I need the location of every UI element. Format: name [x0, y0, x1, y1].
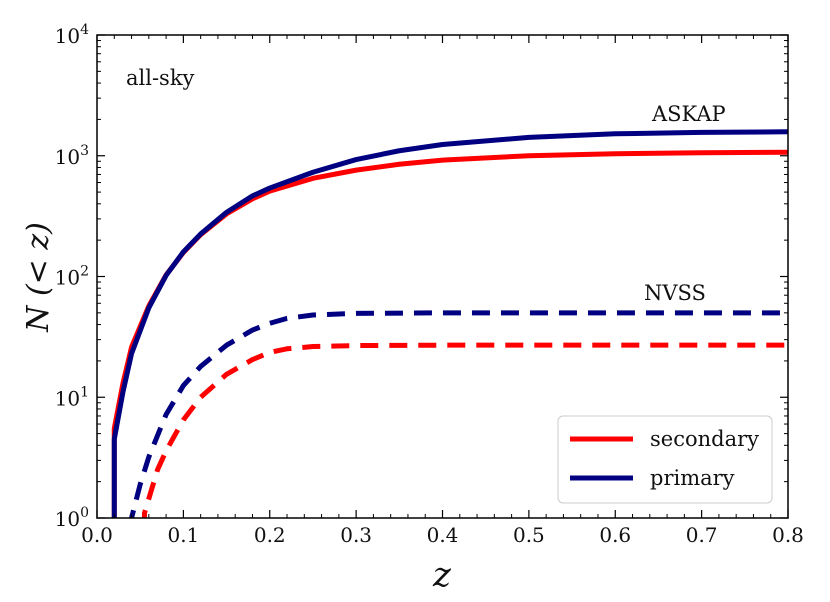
x-tick-label: 0.3: [340, 523, 372, 547]
x-tick-label: 0.4: [427, 523, 459, 547]
y-axis-title: N (< z): [21, 222, 56, 333]
y-axis-title-text: N (< z): [21, 222, 56, 333]
x-tick-label: 0.7: [686, 523, 718, 547]
annotation-all-sky: all-sky: [126, 66, 195, 90]
series-layer: [111, 129, 788, 518]
x-tick-label: 0.8: [772, 523, 804, 547]
legend-label-secondary: secondary: [650, 427, 759, 451]
ticks-layer: 0.0 0.1 0.2 0.3 0.4 0.5 0.6 0.7 0.8 100 101 102 103 1…: [55, 22, 804, 547]
x-tick-label: 0.6: [599, 523, 631, 547]
y-tick-label: 104: [55, 22, 89, 48]
annotation-askap: ASKAP: [651, 102, 726, 126]
x-axis-title: z: [432, 555, 452, 595]
x-tick-label: 0.5: [513, 523, 545, 547]
y-tick-label: 102: [55, 264, 89, 290]
legend-label-primary: primary: [650, 466, 735, 490]
x-tick-label: 0.0: [81, 523, 113, 547]
x-tick-label: 0.1: [167, 523, 199, 547]
y-tick-label: 100: [55, 505, 89, 531]
series-nvss-primary: [129, 310, 788, 518]
annotation-nvss: NVSS: [644, 281, 706, 305]
x-tick-label: 0.2: [254, 523, 286, 547]
y-tick-label: 101: [55, 384, 89, 410]
series-askap-primary: [111, 129, 788, 518]
series-nvss-secondary: [142, 342, 788, 518]
legend: secondary primary: [557, 415, 773, 504]
y-tick-label: 103: [55, 143, 89, 169]
